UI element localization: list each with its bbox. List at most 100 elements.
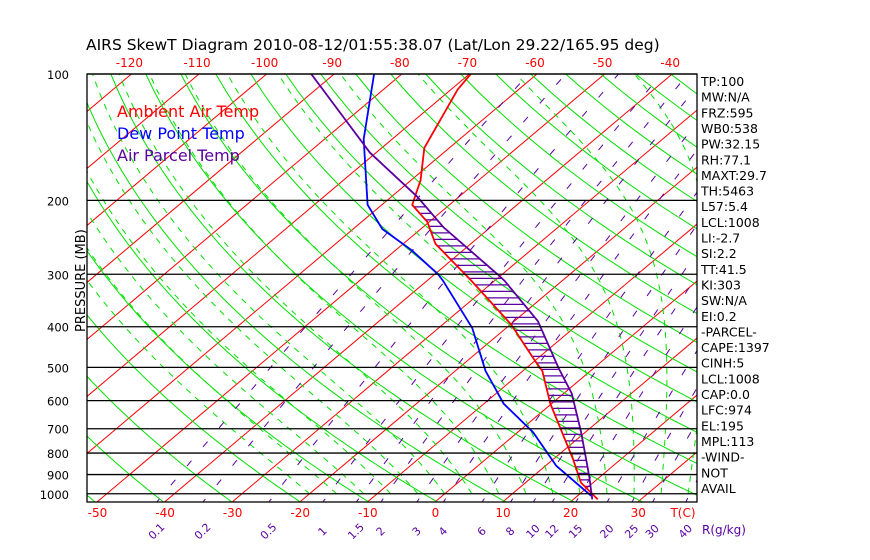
mixing-ratio-axis-label: R(g/kg) — [702, 523, 746, 537]
bottom-temp-tick-label: -40 — [155, 506, 175, 520]
moist-adiabat-line — [87, 279, 310, 495]
mixing-ratio-tick-label: 30 — [643, 522, 662, 541]
dry-adiabat-line — [355, 74, 697, 343]
mixing-ratio-line — [606, 349, 697, 502]
mixing-ratio-tick-label: 2 — [374, 524, 388, 538]
dry-adiabat-line — [460, 74, 697, 258]
isotherm-line — [87, 74, 268, 227]
mixing-ratio-line — [380, 85, 697, 502]
mixing-ratio-tick-label: 4 — [436, 524, 450, 538]
moist-adiabat-line — [118, 74, 473, 495]
isotherm-line — [163, 74, 673, 502]
mixing-ratio-line — [575, 306, 697, 502]
index-value: RH:77.1 — [701, 152, 751, 167]
top-temp-tick-label: -100 — [251, 56, 278, 70]
index-value: LFC:974 — [701, 403, 752, 418]
moist-adiabat-line — [226, 74, 554, 494]
index-value: LCL:1008 — [701, 371, 760, 386]
mixing-ratio-line — [510, 224, 697, 502]
moist-adiabat-line — [515, 74, 668, 494]
pressure-tick-label: 500 — [47, 361, 69, 375]
moist-adiabat-line — [633, 74, 697, 494]
index-value: WB0:538 — [701, 121, 758, 136]
pressure-tick-label: 900 — [47, 469, 69, 483]
index-value: SI:2.2 — [701, 246, 737, 261]
dry-adiabat-line — [390, 74, 697, 314]
bottom-temp-tick-label: -30 — [223, 506, 243, 520]
index-value: CINH:5 — [701, 356, 744, 371]
y-axis-label: PRESSURE (MB) — [74, 229, 89, 332]
mixing-ratio-tick-label: 20 — [597, 522, 616, 541]
legend: Ambient Air Temp Dew Point Temp Air Parcel… — [117, 102, 259, 165]
index-value: MW:N/A — [701, 90, 750, 105]
isotherm-line — [0, 65, 75, 505]
bottom-temp-tick-label: -50 — [88, 506, 108, 520]
top-temp-tick-label: -60 — [525, 56, 545, 70]
index-value: SW:N/A — [701, 293, 747, 308]
mixing-ratio-tick-label: 1 — [316, 524, 330, 538]
moist-adiabat-line — [277, 74, 581, 494]
dry-adiabat-line — [285, 74, 697, 403]
mixing-ratio-tick-label: 0.2 — [192, 521, 214, 543]
top-temp-tick-label: -90 — [322, 56, 342, 70]
dry-adiabat-line — [776, 74, 870, 504]
index-value: AVAIL — [701, 481, 736, 496]
mixing-ratio-tick-label: 0.5 — [258, 521, 280, 543]
isotherm-line — [0, 65, 7, 505]
mixing-ratio-line — [268, 74, 619, 502]
index-value: LI:-2.7 — [701, 231, 740, 246]
index-value: EI:0.2 — [701, 309, 737, 324]
plot-frame — [86, 73, 698, 503]
indices-panel: TP:100MW:N/AFRZ:595WB0:538PW:32.15RH:77.… — [700, 74, 770, 496]
isotherm-line — [434, 280, 697, 502]
isotherm-line — [87, 74, 538, 455]
mixing-ratio-tick-label: 1.5 — [345, 521, 367, 543]
isotherm-line — [366, 223, 697, 502]
index-value: L57:5.4 — [701, 199, 748, 214]
chart-title: AIRS SkewT Diagram 2010-08-12/01:55:38.0… — [86, 36, 660, 54]
moist-adiabat-line — [149, 74, 500, 494]
pressure-tick-label: 600 — [47, 395, 69, 409]
mixing-ratio-line — [481, 191, 697, 502]
pressure-tick-label: 100 — [47, 68, 69, 82]
mixing-ratio-tick-label: 3 — [410, 524, 424, 538]
isotherm-line — [87, 74, 200, 170]
profile-ambient-air-temp — [411, 74, 599, 500]
mixing-ratio-tick-label: 25 — [622, 522, 641, 541]
mixing-ratio-tick-label: 15 — [566, 522, 585, 541]
moist-adiabat-line — [87, 211, 364, 495]
index-value: CAP:0.0 — [701, 387, 750, 402]
index-value: MAXT:29.7 — [701, 168, 767, 183]
index-value: TT:41.5 — [700, 262, 747, 277]
bottom-temp-tick-label: 0 — [432, 506, 440, 520]
pressure-tick-label: 800 — [47, 447, 69, 461]
index-value: TP:100 — [700, 74, 744, 89]
top-temp-tick-label: -50 — [593, 56, 613, 70]
pressure-tick-label: 200 — [47, 194, 69, 208]
index-value: MPL:113 — [701, 434, 754, 449]
mixing-ratio-tick-label: 8 — [503, 524, 517, 538]
index-value: KI:303 — [701, 277, 741, 292]
dry-adiabat-line — [425, 74, 697, 286]
legend-entry: Dew Point Temp — [117, 124, 245, 143]
bottom-temp-tick-label: -20 — [290, 506, 310, 520]
bottom-temp-tick-label: -10 — [358, 506, 378, 520]
dry-adiabat-line — [0, 74, 29, 504]
index-value: EL:195 — [701, 418, 744, 433]
legend-entry: Air Parcel Temp — [117, 146, 240, 165]
bottom-temp-tick-label: 30 — [631, 506, 646, 520]
top-temp-tick-label: -80 — [390, 56, 410, 70]
moist-adiabat-line — [92, 74, 446, 495]
index-value: PW:32.15 — [701, 137, 760, 152]
index-value: FRZ:595 — [701, 105, 754, 120]
pressure-tick-label: 400 — [47, 321, 69, 335]
index-value: NOT — [701, 465, 728, 480]
top-temp-tick-label: -120 — [116, 56, 143, 70]
pressure-tick-label: 700 — [47, 423, 69, 437]
moist-adiabat-line — [87, 120, 419, 495]
bottom-temp-tick-label: 10 — [495, 506, 510, 520]
mixing-ratio-tick-label: 0.1 — [146, 521, 168, 543]
moist-adiabat-line — [87, 170, 392, 495]
mixing-ratio-line — [631, 387, 697, 502]
